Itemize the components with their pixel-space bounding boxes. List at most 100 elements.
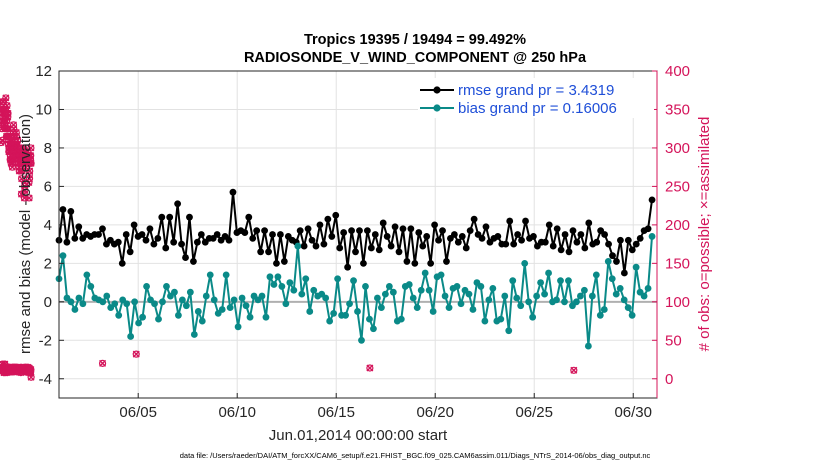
bias-data-point xyxy=(481,317,489,325)
chart-title-line1: Tropics 19395 / 19494 = 99.492% xyxy=(304,32,526,48)
bias-data-point xyxy=(537,279,545,286)
bias-data-point xyxy=(222,271,230,279)
rmse-data-point xyxy=(75,223,83,231)
rmse-data-point xyxy=(379,219,387,227)
bias-data-point xyxy=(477,283,485,290)
rmse-data-point xyxy=(360,259,367,267)
rmse-data-point xyxy=(375,246,383,254)
rmse-data-point xyxy=(241,229,249,236)
rmse-data-point xyxy=(142,236,150,244)
rmse-data-point xyxy=(427,259,435,267)
bias-data-point xyxy=(111,300,119,308)
bias-data-point xyxy=(151,300,158,308)
rmse-data-point xyxy=(581,244,589,252)
rmse-data-point xyxy=(245,213,253,221)
obs-assimilated-marker xyxy=(25,194,33,202)
bias-data-point xyxy=(513,294,521,302)
rmse-data-point xyxy=(462,244,470,252)
obs-possible-marker xyxy=(25,194,33,202)
y-left-tick-label: 6 xyxy=(44,178,52,195)
rmse-data-point xyxy=(308,236,316,244)
rmse-data-point xyxy=(296,227,304,235)
rmse-data-point xyxy=(150,240,158,248)
rmse-data-point xyxy=(458,233,466,240)
x-tick-labels: 06/05 06/10 06/15 06/20 06/25 06/30 xyxy=(119,404,652,421)
rmse-data-point xyxy=(95,231,102,238)
rmse-data-point xyxy=(174,200,182,208)
bias-data-point xyxy=(509,277,517,285)
rmse-data-point xyxy=(186,213,193,221)
rmse-data-point xyxy=(454,238,462,246)
rmse-data-point xyxy=(229,188,237,196)
obs-assimilated-marker xyxy=(26,167,34,175)
bias-data-point xyxy=(278,283,286,290)
bias-data-point xyxy=(103,292,111,300)
rmse-data-point xyxy=(280,258,288,265)
bias-data-point xyxy=(632,263,640,271)
rmse-data-point xyxy=(510,240,518,248)
bias-data-point xyxy=(445,304,453,311)
obs-possible-marker xyxy=(2,94,10,102)
bias-data-point xyxy=(561,298,568,306)
rmse-data-point xyxy=(620,269,628,277)
bias-data-point xyxy=(505,327,513,335)
rmse-data-point xyxy=(605,240,612,248)
bias-data-point xyxy=(175,311,182,319)
rmse-data-point xyxy=(146,225,154,233)
bias-data-point xyxy=(517,302,525,310)
rmse-data-point xyxy=(435,236,442,244)
obs-possible-marker xyxy=(3,102,11,110)
bias-data-point xyxy=(620,296,628,304)
rmse-data-point xyxy=(114,238,122,246)
bias-data-point xyxy=(413,304,421,311)
bias-data-point xyxy=(553,296,560,304)
bias-data-point xyxy=(163,283,170,290)
bias-data-point xyxy=(640,292,648,300)
rmse-data-point xyxy=(601,231,609,238)
rmse-data-point xyxy=(407,225,415,233)
rmse-data-point xyxy=(617,236,624,244)
bias-data-point xyxy=(143,283,150,290)
bias-data-point xyxy=(87,283,95,290)
obs-assimilated-marker xyxy=(14,136,22,144)
obs-assimilated-marker xyxy=(27,152,35,160)
y-right-tick-label: 150 xyxy=(665,255,690,272)
y-right-tick-label: 200 xyxy=(665,217,690,234)
rmse-data-point xyxy=(99,225,106,233)
bias-data-point xyxy=(270,281,278,288)
y-left-tick-label: 2 xyxy=(44,255,52,272)
rmse-data-point xyxy=(138,231,146,238)
obs-assimilated-marker xyxy=(132,350,140,358)
rmse-data-point xyxy=(383,233,391,240)
rmse-data-point xyxy=(419,242,427,250)
obs-possible-marker xyxy=(570,366,578,374)
bias-data-point xyxy=(230,296,238,304)
bias-data-point xyxy=(409,294,417,302)
bias-data-point xyxy=(171,288,178,296)
bias-data-point xyxy=(437,271,445,279)
rmse-data-point xyxy=(632,240,640,248)
bias-data-point xyxy=(608,275,616,283)
x-tick-label: 06/20 xyxy=(416,404,454,421)
bias-data-point xyxy=(648,233,656,240)
obs-assimilated-marker xyxy=(3,117,11,125)
obs-assimilated-marker xyxy=(27,159,35,167)
rmse-data-point xyxy=(613,258,620,265)
rmse-data-point xyxy=(126,248,134,256)
obs-possible-marker xyxy=(4,109,12,117)
rmse-data-point xyxy=(273,259,280,267)
obs-assimilated-marker xyxy=(25,152,33,160)
obs-possible-marker xyxy=(27,144,35,152)
y-left-tick-label: 12 xyxy=(35,63,52,80)
obs-possible-marker xyxy=(366,364,374,372)
bias-data-point xyxy=(178,296,186,304)
bias-data-point xyxy=(131,298,139,306)
bias-data-point xyxy=(322,294,330,302)
bias-data-point xyxy=(644,284,652,292)
legend-background xyxy=(418,78,654,118)
rmse-data-point xyxy=(367,244,375,252)
rmse-data-point xyxy=(371,231,379,238)
x-tick-label: 06/05 xyxy=(119,404,157,421)
bias-data-point xyxy=(425,286,433,294)
bias-data-point xyxy=(374,294,381,302)
